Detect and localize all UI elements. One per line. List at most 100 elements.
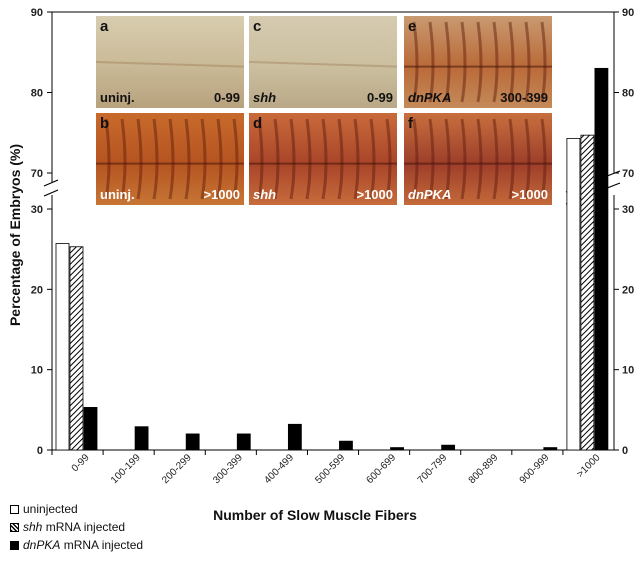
bar-black-10 bbox=[594, 67, 609, 451]
legend-swatch-white bbox=[10, 504, 19, 514]
muscle-fiber-stripe bbox=[460, 118, 467, 200]
muscle-fiber-stripe bbox=[216, 118, 223, 200]
muscle-fiber-stripe bbox=[412, 118, 419, 200]
y-tick-label-right: 70 bbox=[622, 168, 634, 180]
bar-black-5 bbox=[339, 440, 353, 451]
muscle-fiber-stripe bbox=[385, 118, 392, 200]
legend-item-uninjected: uninjected bbox=[10, 500, 143, 518]
muscle-fiber-stripe bbox=[337, 118, 344, 200]
muscle-fiber-stripe bbox=[412, 21, 419, 103]
y-ticks: 0 0 10 10 20 20 30 30 70 70 80 80 90 90 bbox=[31, 7, 635, 457]
x-tick-label: 300-399 bbox=[211, 452, 245, 486]
muscle-fiber-stripe bbox=[508, 118, 515, 200]
image-panel-b: b uninj. >1000 bbox=[96, 113, 244, 205]
x-tick-label: 900-999 bbox=[518, 452, 552, 486]
x-ticks: 0-99 100-199 200-299 300-399 400-499 500-599 6… bbox=[51, 450, 603, 486]
y-tick-label-left: 70 bbox=[31, 168, 43, 180]
bar-white-0 bbox=[55, 243, 70, 451]
y-tick-label-right: 0 bbox=[622, 445, 628, 457]
image-panels: a uninj. 0-99 c shh 0-99 e dnPKA 300-399 b uninj. >… bbox=[95, 16, 552, 205]
bar-black-3 bbox=[236, 433, 251, 451]
x-tick-label: 800-899 bbox=[467, 452, 501, 486]
muscle-fiber-stripe bbox=[257, 118, 264, 200]
panel-condition: uninj. bbox=[100, 90, 135, 105]
bars bbox=[55, 67, 609, 451]
muscle-fiber-stripe bbox=[508, 21, 515, 103]
panel-image bbox=[249, 113, 397, 205]
x-tick-label: 700-799 bbox=[416, 452, 450, 486]
y-tick-label-right: 30 bbox=[622, 204, 634, 216]
legend-item-shh: shh mRNA injected bbox=[10, 518, 143, 536]
muscle-fiber-stripe bbox=[200, 118, 207, 200]
y-tick-label-right: 90 bbox=[622, 7, 634, 19]
axis-break-left bbox=[43, 179, 59, 197]
image-panel-d: d shh >1000 bbox=[249, 113, 397, 205]
muscle-fiber-stripe bbox=[353, 118, 360, 200]
midline-stripe bbox=[95, 61, 245, 68]
y-tick-label-right: 10 bbox=[622, 365, 634, 377]
muscle-fiber-stripe bbox=[136, 118, 143, 200]
x-tick-label: 200-299 bbox=[160, 452, 194, 486]
panel-letter: f bbox=[408, 115, 414, 132]
bar-black-9 bbox=[543, 447, 558, 451]
panel-condition: shh bbox=[253, 90, 276, 105]
x-tick-label: 500-599 bbox=[313, 452, 347, 486]
muscle-fiber-stripe bbox=[492, 118, 499, 200]
muscle-fiber-stripe bbox=[305, 118, 312, 200]
panel-condition: uninj. bbox=[100, 187, 135, 202]
y-tick-label-left: 20 bbox=[31, 284, 43, 296]
muscle-fiber-stripe bbox=[524, 118, 531, 200]
panel-condition: dnPKA bbox=[408, 90, 451, 105]
y-axis-label: Percentage of Embryos (%) bbox=[7, 144, 23, 326]
bar-white-10 bbox=[566, 137, 581, 451]
muscle-fiber-stripe bbox=[152, 118, 159, 200]
muscle-fiber-stripe bbox=[168, 118, 175, 200]
panel-range: 0-99 bbox=[367, 90, 393, 105]
bar-hatch-10 bbox=[580, 134, 595, 451]
x-tick-label: 600-699 bbox=[364, 452, 398, 486]
panel-range: 300-399 bbox=[500, 90, 548, 105]
bar-black-4 bbox=[287, 423, 302, 451]
muscle-fiber-stripe bbox=[492, 21, 499, 103]
panel-image bbox=[249, 16, 397, 108]
y-tick-label-right: 20 bbox=[622, 284, 634, 296]
panel-image bbox=[96, 16, 244, 108]
panel-condition: shh bbox=[253, 187, 276, 202]
bar-black-1 bbox=[134, 426, 149, 451]
x-tick-label: 0-99 bbox=[70, 452, 92, 474]
muscle-fiber-stripe bbox=[460, 21, 467, 103]
legend: uninjected shh mRNA injected dnPKA mRNA … bbox=[10, 500, 143, 554]
muscle-fiber-stripe bbox=[444, 21, 451, 103]
muscle-fiber-stripe bbox=[321, 118, 328, 200]
legend-swatch-black bbox=[10, 540, 19, 550]
x-tick-label: 400-499 bbox=[262, 452, 296, 486]
muscle-fiber-stripe bbox=[444, 118, 451, 200]
image-panel-a: a uninj. 0-99 bbox=[95, 16, 245, 108]
image-panel-e: e dnPKA 300-399 bbox=[404, 16, 552, 108]
panel-letter: e bbox=[408, 18, 416, 35]
panel-letter: d bbox=[253, 115, 262, 132]
muscle-fiber-stripe bbox=[524, 21, 531, 103]
muscle-fiber-stripe bbox=[232, 118, 239, 200]
y-tick-label-right: 80 bbox=[622, 88, 634, 100]
muscle-fiber-stripe bbox=[273, 118, 280, 200]
muscle-fiber-stripe bbox=[476, 118, 483, 200]
image-panel-c: c shh 0-99 bbox=[248, 16, 398, 108]
muscle-fiber-stripe bbox=[540, 118, 547, 200]
y-tick-label-left: 80 bbox=[31, 88, 43, 100]
muscle-fiber-stripe bbox=[540, 21, 547, 103]
panel-range: 0-99 bbox=[214, 90, 240, 105]
muscle-fiber-stripe bbox=[369, 118, 376, 200]
bar-hatch-0 bbox=[69, 246, 84, 451]
y-tick-label-left: 90 bbox=[31, 7, 43, 19]
x-axis-label: Number of Slow Muscle Fibers bbox=[213, 507, 417, 523]
panel-range: >1000 bbox=[203, 187, 240, 202]
muscle-fiber-stripe bbox=[476, 21, 483, 103]
panel-range: >1000 bbox=[511, 187, 548, 202]
panel-image bbox=[404, 113, 552, 205]
midline-stripe bbox=[248, 61, 398, 68]
legend-item-dnpka: dnPKA mRNA injected bbox=[10, 536, 143, 554]
panel-image bbox=[404, 16, 552, 108]
y-tick-label-left: 0 bbox=[37, 445, 43, 457]
